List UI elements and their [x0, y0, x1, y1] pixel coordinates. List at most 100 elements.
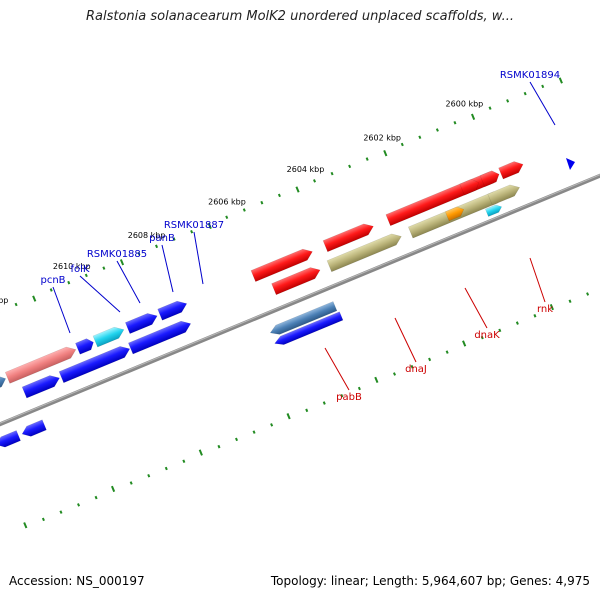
gene-label-leader — [529, 81, 556, 126]
scale-tick — [225, 215, 229, 219]
accession-text: Accession: NS_000197 — [9, 574, 145, 588]
gene-label-leader — [464, 287, 488, 329]
gene-arrow[interactable] — [58, 343, 132, 384]
scale-tick — [393, 372, 396, 376]
gene-arrow[interactable] — [21, 372, 62, 399]
gene-label-leader — [394, 317, 417, 363]
gene-arrow[interactable] — [157, 298, 189, 321]
gene-label[interactable]: pcnB — [40, 275, 65, 286]
genome-backbone — [0, 160, 600, 440]
scale-tick — [418, 135, 422, 140]
gene-label[interactable]: rnk — [537, 304, 553, 315]
gene-arrow[interactable] — [20, 419, 47, 439]
scale-tick — [313, 179, 317, 183]
scale-tick — [94, 495, 98, 500]
scale-label: 2602 kbp — [363, 133, 401, 142]
gene-arrow[interactable] — [444, 205, 465, 222]
position-marker-icon — [566, 158, 575, 170]
gene-arrow[interactable] — [487, 182, 522, 206]
scale-tick — [410, 364, 414, 369]
scale-tick — [586, 292, 590, 296]
scale-tick — [23, 522, 28, 529]
scale-tick — [480, 335, 484, 340]
gene-label[interactable]: RSMK01894 — [500, 70, 560, 81]
gene-arrow[interactable] — [268, 301, 338, 337]
gene-label[interactable]: panB — [149, 233, 175, 244]
scale-tick — [67, 280, 71, 285]
gene-arrow[interactable] — [271, 264, 323, 296]
gene-arrow[interactable] — [498, 159, 526, 180]
gene-label[interactable]: folK — [71, 264, 90, 275]
scale-tick — [322, 401, 326, 405]
gene-arrow[interactable] — [459, 177, 481, 196]
scale-tick — [330, 171, 334, 176]
gene-label-leader — [161, 244, 174, 293]
gene-arrow[interactable] — [322, 221, 376, 253]
scale-label: 2604 kbp — [287, 165, 325, 174]
gene-label-leader — [529, 257, 546, 303]
gene-arrow[interactable] — [0, 373, 8, 394]
gene-label[interactable]: dnaK — [474, 330, 500, 341]
scale-label: 2600 kbp — [446, 99, 484, 108]
scale-tick — [400, 142, 404, 147]
gene-label-leader — [116, 260, 141, 304]
scale-tick — [198, 449, 203, 456]
gene-arrow[interactable] — [4, 344, 78, 384]
scale-tick — [252, 430, 256, 434]
scale-labels: 2600 kbp 2602 kbp 2604 kbp 2606 kbp 2608 kbp… — [0, 99, 484, 305]
scale-tick — [277, 193, 281, 198]
scale-tick — [59, 510, 63, 514]
gene-arrow[interactable] — [479, 169, 501, 188]
scale-tick — [110, 485, 116, 493]
scale-tick — [305, 408, 309, 413]
gene-arrow[interactable] — [273, 311, 344, 348]
gene-arrow[interactable] — [485, 203, 503, 217]
map-title: Ralstonia solanacearum MolK2 unordered u… — [85, 9, 514, 24]
gene-label-leader — [193, 231, 204, 285]
scale-tick — [498, 328, 502, 333]
gene-label-leader — [79, 275, 121, 313]
gene-label-leader — [324, 347, 350, 391]
scale-tick — [14, 302, 18, 307]
gene-arrow[interactable] — [326, 231, 404, 273]
scale-tick — [533, 314, 537, 318]
scale-tick — [49, 288, 53, 292]
scale-label: 2612 kbp — [0, 296, 8, 305]
scale-tick — [558, 77, 563, 84]
scale-tick — [129, 481, 133, 485]
scale-tick — [348, 164, 352, 169]
scale-tick — [217, 444, 221, 449]
scale-ticks-upper — [0, 77, 563, 314]
scale-tick — [506, 99, 510, 103]
scale-tick — [453, 120, 457, 125]
gene-arrow[interactable] — [92, 324, 126, 348]
gene-track[interactable] — [0, 159, 552, 465]
gene-arrow[interactable] — [250, 246, 315, 282]
scale-tick — [270, 423, 274, 427]
scale-tick — [242, 208, 246, 212]
scale-tick — [435, 128, 439, 132]
gene-label[interactable]: RSMK01885 — [87, 249, 147, 260]
gene-label[interactable]: RSMK01887 — [164, 220, 224, 231]
gene-label[interactable]: pabB — [336, 392, 362, 403]
scale-tick — [523, 91, 527, 96]
scale-tick — [119, 259, 125, 266]
scale-tick — [286, 413, 291, 420]
scale-tick — [445, 350, 449, 354]
gene-arrow[interactable] — [75, 337, 95, 355]
scale-tick — [32, 295, 37, 302]
scale-tick — [182, 459, 186, 463]
scale-tick — [541, 84, 545, 89]
gene-label[interactable]: dnaJ — [405, 364, 427, 375]
scale-tick — [568, 299, 572, 304]
scale-tick — [190, 230, 194, 234]
gene-arrow[interactable] — [128, 318, 193, 355]
scale-tick — [207, 222, 212, 230]
scale-tick — [471, 113, 476, 120]
scale-tick — [155, 244, 159, 249]
gene-arrow[interactable] — [0, 430, 21, 449]
gene-arrow[interactable] — [125, 310, 159, 334]
scale-tick — [172, 237, 176, 241]
scale-tick — [515, 321, 519, 325]
